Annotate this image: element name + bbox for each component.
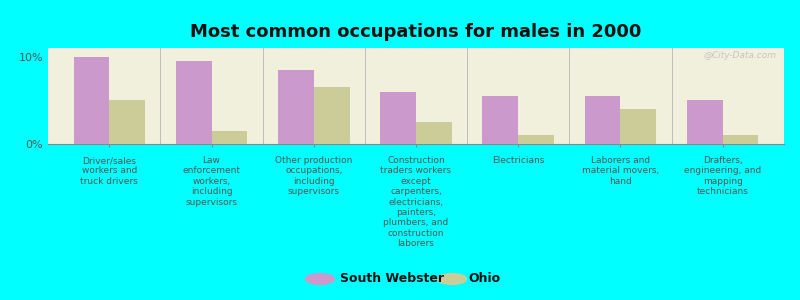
Text: Drafters,
engineering, and
mapping
technicians: Drafters, engineering, and mapping techn… <box>684 156 762 196</box>
Text: Driver/sales
workers and
truck drivers: Driver/sales workers and truck drivers <box>81 156 138 186</box>
Bar <box>176 61 211 144</box>
Bar <box>585 96 621 144</box>
Bar <box>278 70 314 144</box>
Text: Electricians: Electricians <box>492 156 545 165</box>
Text: Laborers and
material movers,
hand: Laborers and material movers, hand <box>582 156 659 186</box>
Bar <box>687 100 722 144</box>
Text: South Webster: South Webster <box>340 272 444 286</box>
Text: Ohio: Ohio <box>468 272 500 286</box>
Bar <box>74 57 110 144</box>
Bar <box>621 109 656 144</box>
Text: Other production
occupations,
including
supervisors: Other production occupations, including … <box>275 156 353 196</box>
Title: Most common occupations for males in 2000: Most common occupations for males in 200… <box>190 23 642 41</box>
Bar <box>211 131 247 144</box>
Bar <box>416 122 452 144</box>
Bar <box>518 135 554 144</box>
Bar <box>110 100 145 144</box>
Bar <box>482 96 518 144</box>
Bar <box>722 135 758 144</box>
Text: Law
enforcement
workers,
including
supervisors: Law enforcement workers, including super… <box>182 156 241 207</box>
Text: Construction
traders workers
except
carpenters,
electricians,
painters,
plumbers: Construction traders workers except carp… <box>381 156 451 248</box>
Bar <box>314 87 350 144</box>
Text: @City-Data.com: @City-Data.com <box>704 51 777 60</box>
Bar <box>380 92 416 144</box>
